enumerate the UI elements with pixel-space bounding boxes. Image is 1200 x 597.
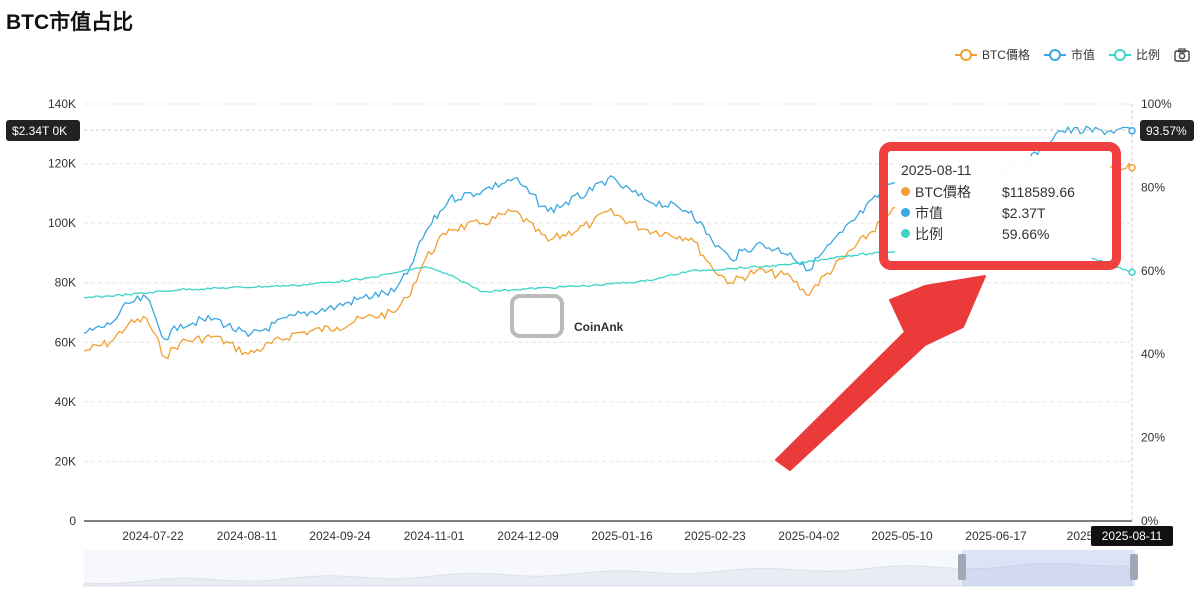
legend: BTC價格 市值 比例 <box>954 46 1190 63</box>
zoom-handle-left <box>958 554 966 580</box>
x-tick-label: 2025-04-02 <box>778 529 840 543</box>
legend-marker <box>1108 48 1131 61</box>
legend-item-ratio[interactable]: 比例 <box>1108 46 1160 63</box>
watermark-text: CoinAnk <box>574 320 624 334</box>
x-tick-label: 2024-11-01 <box>404 529 465 543</box>
pointer-left-label: $2.34T 0K <box>12 124 67 138</box>
tooltip-row-ratio: 比例 59.66% <box>901 223 1104 244</box>
highlight-box <box>879 142 1121 270</box>
series-endpoint <box>1128 164 1136 172</box>
pointer-x-label: 2025-08-11 <box>1102 529 1163 543</box>
legend-marker <box>954 48 977 61</box>
y-right-tick-label: 100% <box>1141 97 1172 111</box>
chart-title: BTC市值占比 <box>6 11 134 34</box>
legend-marker <box>1043 48 1066 61</box>
tooltip-row-market-cap: 市值 $2.37T <box>901 202 1104 223</box>
y-left-tick-label: 80K <box>55 276 76 290</box>
legend-label: BTC價格 <box>981 48 1030 62</box>
tooltip-value: $118589.66 <box>1002 183 1075 200</box>
x-tick-label: 2025-01-16 <box>591 529 653 543</box>
tooltip-label: 市值 <box>915 204 943 221</box>
tooltip-row-btc-price: BTC價格 $118589.66 <box>901 181 1104 202</box>
tooltip: 2025-08-11 BTC價格 $118589.66 市值 $2.37T 比例… <box>895 156 1110 258</box>
y-right-tick-label: 20% <box>1141 431 1165 445</box>
tooltip-dot <box>901 229 910 238</box>
y-right-tick-label: 40% <box>1141 347 1165 361</box>
y-left-tick-label: 40K <box>55 395 76 409</box>
x-tick-label: 2024-09-24 <box>309 529 371 543</box>
legend-item-btc-price[interactable]: BTC價格 <box>954 46 1030 63</box>
series-endpoint <box>1128 127 1136 135</box>
y-left-tick-label: 140K <box>48 97 76 111</box>
y-right-tick-label: 60% <box>1141 264 1165 278</box>
pointer-left-pill <box>6 120 80 141</box>
annotation-arrow <box>775 275 986 471</box>
legend-label: 比例 <box>1135 48 1160 62</box>
y-left-tick-label: 20K <box>55 454 76 468</box>
y-left-tick-label: 100K <box>48 216 76 230</box>
pointer-right-pill <box>1140 120 1194 141</box>
x-tick-label: 2025-05-10 <box>871 529 933 543</box>
tooltip-value: 59.66% <box>1002 225 1050 242</box>
tooltip-dot <box>901 208 910 217</box>
series-endpoint <box>1128 268 1136 276</box>
watermark-logo <box>510 294 564 338</box>
camera-icon[interactable] <box>1174 47 1190 62</box>
y-left-tick-label: 0 <box>69 514 76 528</box>
x-tick-label: 2025-06-17 <box>965 529 1027 543</box>
pointer-right-label: 93.57% <box>1146 124 1187 138</box>
x-tick-label: 2024-08-11 <box>217 529 278 543</box>
tooltip-label: BTC價格 <box>915 183 971 200</box>
x-tick-label: 2025- <box>1067 529 1098 543</box>
tooltip-value: $2.37T <box>1002 204 1046 221</box>
x-tick-label: 2024-12-09 <box>497 529 559 543</box>
zoom-window <box>962 550 1135 586</box>
x-tick-label: 2025-02-23 <box>684 529 746 543</box>
tooltip-label: 比例 <box>915 225 943 242</box>
legend-item-market-cap[interactable]: 市值 <box>1043 46 1095 63</box>
zoom-handle-right <box>1130 554 1138 580</box>
tooltip-date: 2025-08-11 <box>901 162 972 178</box>
y-left-tick-label: 60K <box>55 335 76 349</box>
y-right-tick-label: 0% <box>1141 514 1159 528</box>
x-tick-label: 2024-07-22 <box>122 529 184 543</box>
y-right-tick-label: 80% <box>1141 180 1165 194</box>
pointer-x-pill <box>1091 526 1173 546</box>
y-left-tick-label: 120K <box>48 157 76 171</box>
tooltip-dot <box>901 187 910 196</box>
legend-label: 市值 <box>1070 48 1095 62</box>
